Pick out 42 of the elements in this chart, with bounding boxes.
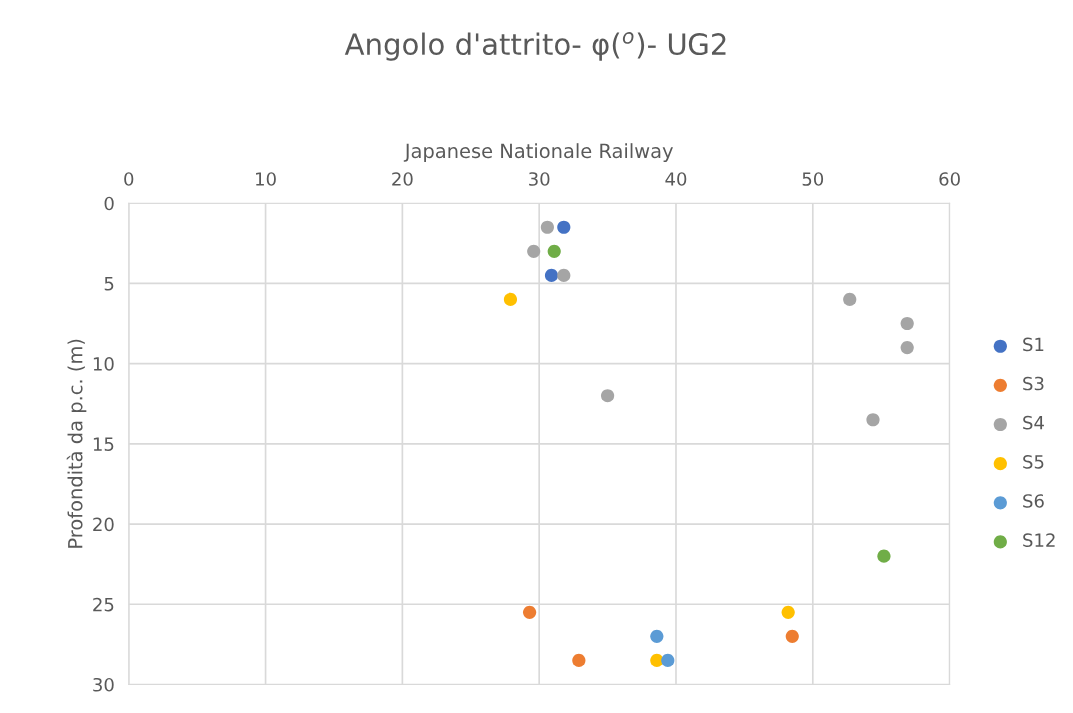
point	[781, 605, 795, 619]
point	[523, 605, 537, 619]
legend-label: S1	[1023, 337, 1044, 352]
point	[544, 268, 559, 282]
x-tick-label: 0	[124, 172, 134, 186]
point	[661, 653, 675, 667]
x-tick-label: 10	[256, 172, 276, 186]
y-tick-label: 15	[93, 437, 114, 451]
x-tick-label: 20	[392, 172, 413, 186]
point	[572, 653, 586, 667]
legend-label: S4	[1023, 415, 1044, 430]
legend-label: S12	[1023, 533, 1055, 547]
y-tick-label: 0	[104, 196, 114, 211]
legend-label: S5	[1023, 454, 1044, 469]
legend-label: S6	[1023, 494, 1044, 508]
point	[900, 341, 914, 355]
point	[557, 220, 571, 234]
point	[877, 549, 891, 563]
point	[601, 389, 615, 403]
point	[866, 413, 880, 427]
x-axis-title: Japanese Nationale Railway	[403, 143, 673, 162]
y-tick-label: 20	[93, 517, 114, 532]
point	[503, 292, 518, 307]
y-tick-label: 5	[104, 277, 114, 291]
x-tick-label: 50	[802, 172, 824, 186]
chart-title: Angolo d'attrito- φ($^{o}$)- UG2	[344, 32, 726, 61]
point	[785, 629, 799, 643]
x-tick-label: 40	[665, 172, 687, 186]
x-tick-label: 30	[529, 172, 550, 186]
y-tick-label: 10	[93, 357, 114, 371]
point	[527, 244, 541, 258]
point	[557, 268, 571, 282]
legend-label: S3	[1023, 376, 1044, 391]
point	[900, 316, 914, 331]
x-tick-label: 60	[939, 172, 960, 186]
y-tick-label: 30	[93, 677, 114, 692]
point	[540, 220, 554, 234]
point	[843, 292, 857, 307]
y-tick-label: 25	[93, 597, 114, 612]
point	[650, 629, 664, 643]
y-axis-title: Profondità da p.c. (m)	[66, 339, 87, 548]
point	[547, 244, 561, 258]
